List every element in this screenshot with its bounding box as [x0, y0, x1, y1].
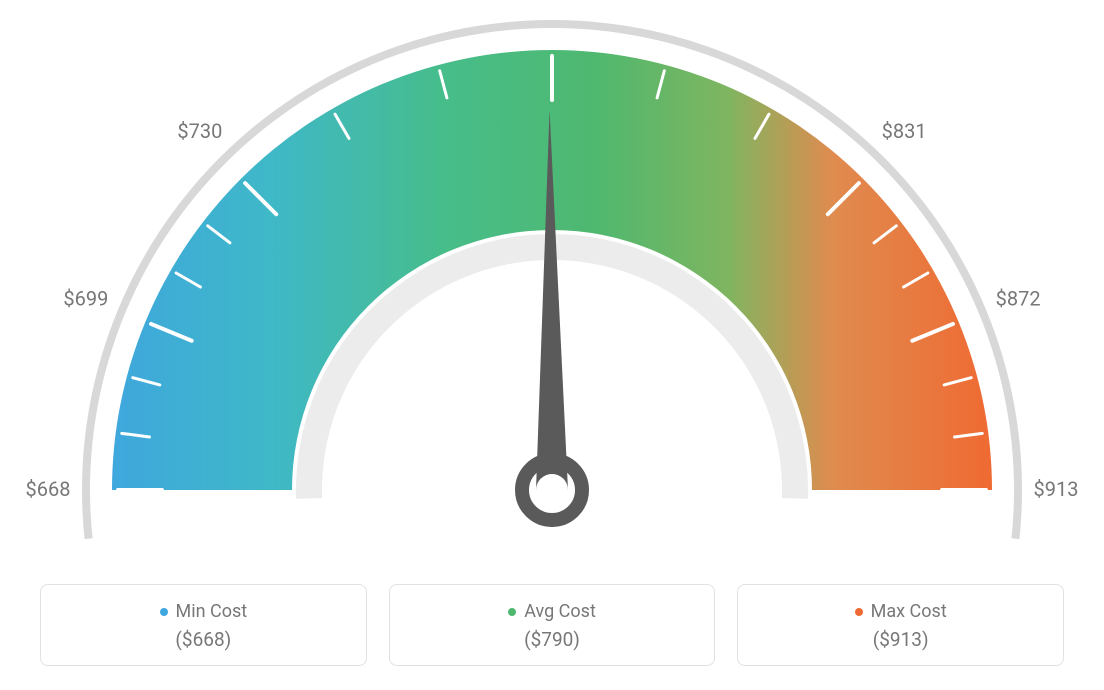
legend-row: Min Cost ($668) Avg Cost ($790) Max Cost… — [40, 584, 1064, 667]
legend-label-min: Min Cost — [176, 601, 248, 622]
legend-card-min: Min Cost ($668) — [40, 584, 367, 667]
svg-text:$913: $913 — [1034, 477, 1079, 501]
cost-gauge: $668$699$730$790$831$872$913 — [0, 0, 1104, 560]
legend-label-max: Max Cost — [871, 601, 947, 622]
legend-label-avg: Avg Cost — [524, 601, 596, 622]
legend-title-max: Max Cost — [855, 601, 947, 622]
legend-value-min: ($668) — [51, 628, 356, 651]
legend-card-max: Max Cost ($913) — [737, 584, 1064, 667]
gauge-svg: $668$699$730$790$831$872$913 — [0, 0, 1104, 560]
legend-title-min: Min Cost — [160, 601, 248, 622]
svg-text:$831: $831 — [882, 119, 927, 143]
svg-text:$872: $872 — [996, 286, 1041, 310]
svg-text:$699: $699 — [63, 286, 108, 310]
svg-text:$730: $730 — [177, 119, 222, 143]
legend-value-avg: ($790) — [400, 628, 705, 651]
legend-card-avg: Avg Cost ($790) — [389, 584, 716, 667]
legend-value-max: ($913) — [748, 628, 1053, 651]
legend-dot-avg — [508, 608, 516, 616]
legend-dot-max — [855, 608, 863, 616]
legend-title-avg: Avg Cost — [508, 601, 596, 622]
svg-text:$668: $668 — [26, 477, 71, 501]
legend-dot-min — [160, 608, 168, 616]
